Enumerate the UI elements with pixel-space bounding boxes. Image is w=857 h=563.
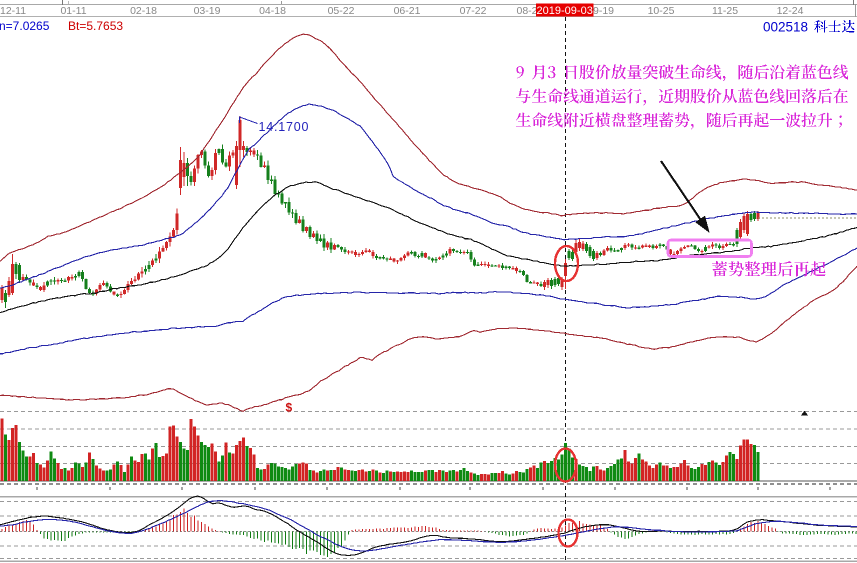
svg-text:02-18: 02-18 (130, 5, 157, 17)
svg-text:Bt=5.7653: Bt=5.7653 (68, 19, 123, 33)
svg-text:08-2: 08-2 (516, 5, 537, 17)
svg-text:2019-09-03: 2019-09-03 (537, 5, 593, 17)
svg-text:11-25: 11-25 (712, 5, 738, 17)
svg-text:03-19: 03-19 (194, 5, 221, 17)
svg-text:$: $ (286, 401, 293, 415)
svg-text:01-11: 01-11 (60, 5, 86, 17)
svg-text:12-11: 12-11 (0, 5, 26, 17)
svg-text:04-18: 04-18 (259, 5, 286, 17)
svg-text:10-25: 10-25 (648, 5, 675, 17)
svg-text:9-19: 9-19 (593, 5, 614, 17)
svg-text:14.1700: 14.1700 (259, 120, 310, 134)
svg-text:n=7.0265: n=7.0265 (0, 19, 50, 33)
svg-text:07-22: 07-22 (460, 5, 487, 17)
svg-text:12-24: 12-24 (777, 5, 804, 17)
svg-text:05-22: 05-22 (328, 5, 355, 17)
svg-text:002518: 002518 (763, 20, 808, 35)
svg-text:06-21: 06-21 (394, 5, 421, 17)
